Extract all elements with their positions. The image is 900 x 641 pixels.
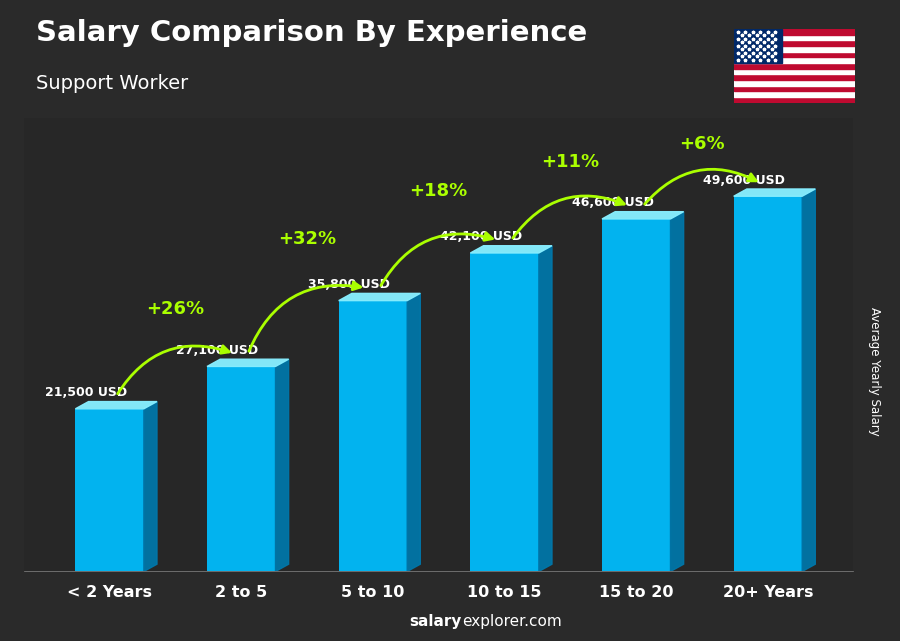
Text: salary: salary	[410, 615, 462, 629]
Text: +32%: +32%	[278, 230, 336, 248]
Text: +11%: +11%	[542, 153, 599, 171]
Text: 46,600 USD: 46,600 USD	[572, 196, 653, 210]
Bar	[734, 97, 855, 103]
Polygon shape	[802, 189, 815, 572]
Text: 21,500 USD: 21,500 USD	[45, 387, 127, 399]
Bar	[734, 63, 855, 69]
Bar	[734, 69, 855, 74]
Text: 42,100 USD: 42,100 USD	[440, 231, 522, 244]
Bar	[471, 253, 539, 572]
Text: 49,600 USD: 49,600 USD	[703, 174, 785, 187]
Bar	[734, 40, 855, 46]
Text: Support Worker: Support Worker	[36, 74, 188, 93]
Bar	[734, 57, 855, 63]
Polygon shape	[471, 246, 552, 253]
Text: explorer.com: explorer.com	[462, 615, 562, 629]
Bar	[602, 219, 670, 572]
Polygon shape	[602, 212, 684, 219]
Bar	[734, 80, 855, 85]
Polygon shape	[338, 294, 420, 301]
Polygon shape	[539, 246, 552, 572]
Polygon shape	[734, 189, 815, 196]
Text: +6%: +6%	[680, 135, 724, 153]
Bar	[207, 367, 275, 572]
Polygon shape	[275, 359, 289, 572]
Text: +26%: +26%	[147, 301, 204, 319]
Polygon shape	[76, 401, 157, 409]
Text: 27,100 USD: 27,100 USD	[176, 344, 258, 357]
Bar	[734, 29, 782, 63]
Bar	[76, 409, 144, 572]
Text: 35,800 USD: 35,800 USD	[309, 278, 391, 291]
Text: Salary Comparison By Experience: Salary Comparison By Experience	[36, 19, 587, 47]
Polygon shape	[670, 212, 684, 572]
Bar	[338, 301, 407, 572]
Bar	[734, 29, 855, 35]
Text: Average Yearly Salary: Average Yearly Salary	[868, 308, 881, 436]
Bar	[734, 91, 855, 97]
Bar	[734, 51, 855, 57]
Bar	[734, 35, 855, 40]
Polygon shape	[207, 359, 289, 367]
Polygon shape	[407, 294, 420, 572]
Text: +18%: +18%	[410, 182, 468, 201]
Bar	[734, 46, 855, 51]
Polygon shape	[144, 401, 157, 572]
Bar	[734, 85, 855, 91]
Bar	[734, 196, 802, 572]
Bar	[734, 74, 855, 80]
